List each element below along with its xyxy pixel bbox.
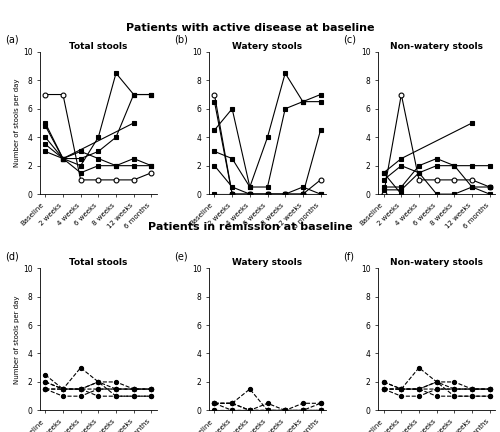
Text: (c): (c) — [344, 35, 356, 45]
Text: Patients in remission at baseline: Patients in remission at baseline — [148, 222, 352, 232]
Title: Total stools: Total stools — [69, 258, 128, 267]
Text: (b): (b) — [174, 35, 188, 45]
Text: (d): (d) — [5, 251, 19, 261]
Text: (e): (e) — [174, 251, 188, 261]
Title: Watery stools: Watery stools — [232, 42, 302, 51]
Title: Watery stools: Watery stools — [232, 258, 302, 267]
Title: Non-watery stools: Non-watery stools — [390, 42, 483, 51]
Text: (f): (f) — [344, 251, 354, 261]
Y-axis label: Number of stools per day: Number of stools per day — [14, 79, 20, 167]
Title: Non-watery stools: Non-watery stools — [390, 258, 483, 267]
Text: (a): (a) — [5, 35, 18, 45]
Y-axis label: Number of stools per day: Number of stools per day — [14, 295, 20, 384]
Text: Patients with active disease at baseline: Patients with active disease at baseline — [126, 23, 374, 33]
Title: Total stools: Total stools — [69, 42, 128, 51]
